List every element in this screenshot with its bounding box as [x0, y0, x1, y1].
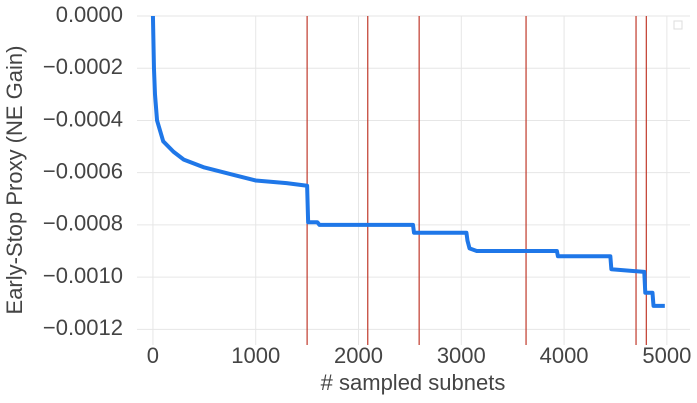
- x-tick-label: 1000: [231, 343, 280, 368]
- y-tick-label: −0.0012: [43, 315, 123, 340]
- y-tick-label: 0.0000: [56, 2, 123, 27]
- y-tick-label: −0.0008: [43, 211, 123, 236]
- y-tick-label: −0.0004: [43, 106, 123, 131]
- x-tick-label: 4000: [540, 343, 589, 368]
- x-tick-label: 0: [147, 343, 159, 368]
- x-axis-label: # sampled subnets: [321, 370, 506, 395]
- y-tick-label: −0.0006: [43, 158, 123, 183]
- y-tick-label: −0.0002: [43, 54, 123, 79]
- x-tick-label: 3000: [437, 343, 486, 368]
- y-axis-label: Early-Stop Proxy (NE Gain): [2, 46, 27, 315]
- data-line: [150, 15, 665, 308]
- y-tick-label: −0.0010: [43, 263, 123, 288]
- x-tick-label: 2000: [334, 343, 383, 368]
- legend-box: [673, 20, 683, 30]
- x-tick-label: 5000: [642, 343, 691, 368]
